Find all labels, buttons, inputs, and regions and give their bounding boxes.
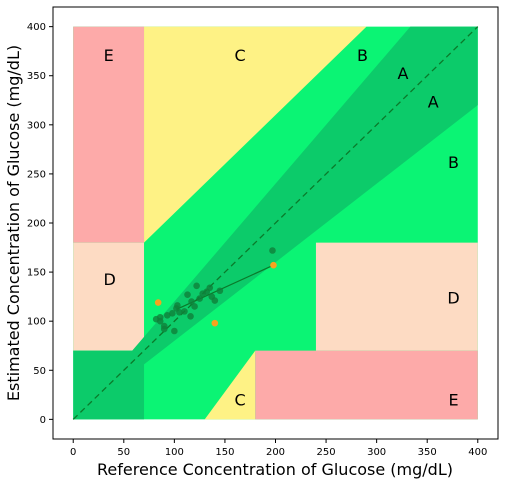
y-tick-label: 50 (33, 366, 46, 377)
data-point (174, 302, 181, 309)
data-point (169, 310, 176, 317)
y-axis-label: Estimated Concentration of Glucose (mg/d… (4, 45, 23, 401)
zone-label-d: D (447, 289, 459, 308)
y-tick-label: 350 (27, 71, 46, 82)
zone-label-e: E (448, 391, 458, 410)
data-point (176, 309, 183, 316)
outlier-point (211, 319, 219, 327)
x-tick-label: 50 (117, 447, 130, 458)
data-point (188, 298, 195, 305)
y-tick-label: 300 (27, 120, 46, 131)
data-point (193, 282, 200, 290)
y-tick-label: 150 (27, 268, 46, 279)
outlier-point (154, 299, 162, 306)
data-points (152, 247, 277, 335)
zone-label-c: C (235, 46, 246, 65)
data-point (211, 297, 219, 304)
data-point (196, 295, 203, 302)
y-tick-label: 100 (27, 317, 46, 328)
data-point (160, 325, 168, 333)
zone-label-d: D (103, 270, 115, 289)
zone-label-a: A (397, 64, 408, 83)
zone-label-b: B (357, 46, 368, 65)
data-point (171, 327, 178, 335)
x-tick-label: 100 (165, 447, 184, 458)
x-tick-label: 200 (266, 447, 285, 458)
outlier-point (270, 261, 277, 269)
x-tick-label: 250 (317, 447, 336, 458)
data-point (269, 247, 276, 254)
data-point (191, 303, 198, 310)
data-point (163, 311, 171, 319)
data-point (216, 287, 224, 295)
zone-label-e: E (104, 46, 114, 65)
zone-label-a: A (428, 92, 439, 111)
data-point (156, 317, 164, 325)
zone-d-left-region (73, 242, 145, 351)
data-point (187, 312, 194, 320)
x-axis-label: Reference Concentration of Glucose (mg/d… (97, 460, 453, 479)
data-point (181, 308, 188, 315)
zone-label-b: B (448, 153, 459, 172)
zone-c-lower-region (204, 350, 256, 420)
x-axis-ticks: 0 50 100 150 200 250 300 350 400 (70, 439, 487, 458)
x-tick-label: 400 (468, 447, 487, 458)
zone-c-upper-region (144, 26, 367, 243)
zone-e-lower-region (255, 350, 478, 420)
zone-e-upper-region (73, 26, 145, 243)
y-tick-label: 0 (40, 415, 46, 426)
x-tick-label: 150 (215, 447, 234, 458)
x-tick-label: 300 (367, 447, 386, 458)
data-point (184, 291, 191, 298)
zone-d-right-region (315, 242, 478, 351)
y-tick-label: 400 (27, 22, 46, 33)
y-tick-label: 250 (27, 169, 46, 180)
y-tick-label: 200 (27, 219, 46, 230)
zone-labels: E C B A A B D D C E (103, 46, 459, 410)
x-tick-label: 350 (418, 447, 437, 458)
x-tick-label: 0 (70, 447, 76, 458)
y-axis-ticks: 0 50 100 150 200 250 300 350 400 (27, 22, 53, 426)
data-point (206, 284, 214, 292)
identity-line (72, 26, 479, 420)
zone-label-c: C (235, 391, 246, 410)
